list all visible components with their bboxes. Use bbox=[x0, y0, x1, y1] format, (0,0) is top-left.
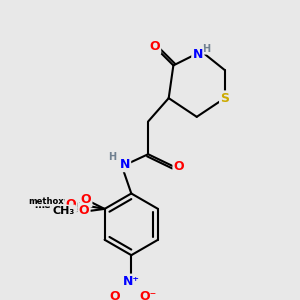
Text: N: N bbox=[120, 158, 130, 171]
Text: methoxy: methoxy bbox=[28, 197, 69, 206]
Text: H: H bbox=[109, 152, 117, 162]
Text: N: N bbox=[193, 48, 203, 61]
Text: CH₃: CH₃ bbox=[52, 206, 75, 216]
Text: methoxy: methoxy bbox=[34, 200, 82, 210]
Text: O⁻: O⁻ bbox=[140, 290, 157, 300]
Text: H: H bbox=[202, 44, 210, 54]
Text: O: O bbox=[174, 160, 184, 173]
Text: S: S bbox=[220, 92, 229, 105]
Text: O: O bbox=[149, 40, 160, 53]
Text: O: O bbox=[66, 198, 76, 211]
Text: N⁺: N⁺ bbox=[123, 275, 140, 288]
Text: O: O bbox=[109, 290, 120, 300]
Text: O: O bbox=[79, 204, 89, 217]
Text: O: O bbox=[81, 193, 91, 206]
